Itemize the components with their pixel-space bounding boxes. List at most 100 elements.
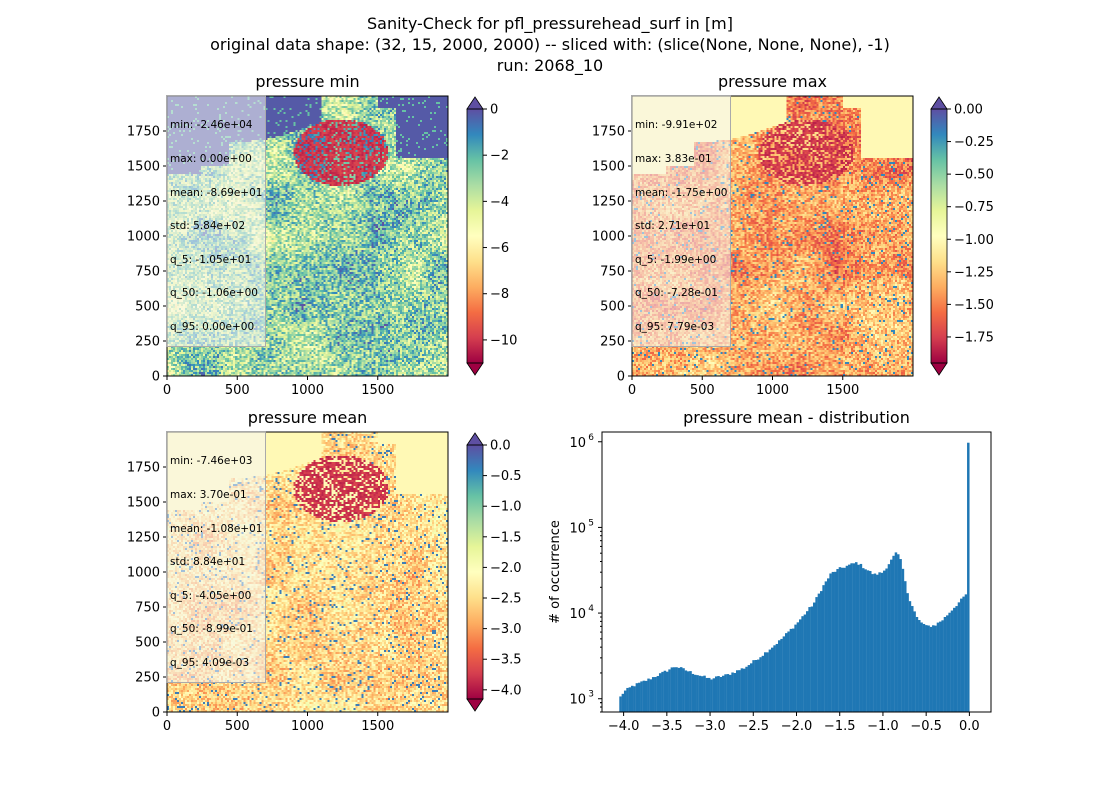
histogram-bar — [738, 670, 741, 712]
histogram-bar — [707, 677, 711, 712]
histogram-bar — [698, 675, 702, 712]
histogram-bar — [637, 682, 641, 712]
pressure-max-ytick-label: 750 — [600, 265, 625, 280]
stat-std: std: 5.84e+02 — [170, 220, 246, 233]
panel-title-pressure-mean: pressure mean — [247, 408, 368, 427]
pressure-mean-colorbar-tick-label: −1.0 — [490, 500, 522, 515]
pressure-min-colorbar-tick-label: −4 — [490, 195, 509, 210]
histogram-bar — [964, 594, 968, 712]
histogram-bar — [838, 567, 842, 712]
histogram-bar — [913, 611, 916, 712]
histogram-bar — [649, 679, 653, 712]
histogram-bar — [691, 673, 695, 712]
pressure-min-xtick-label: 500 — [225, 383, 250, 398]
histogram-bar — [684, 670, 688, 712]
pressure-min-ytick-label: 750 — [135, 265, 160, 280]
pressure-max-ytick-label: 250 — [600, 335, 625, 350]
histogram-bar — [810, 606, 814, 712]
histogram-bar — [644, 680, 648, 712]
histogram-bar — [647, 678, 650, 712]
pressure-max-xtick-label: 500 — [690, 383, 715, 398]
histogram-bar — [677, 667, 681, 712]
histogram-bar — [946, 615, 949, 712]
pressure-mean-xtick-label: 0 — [163, 719, 171, 734]
pressure-mean-ytick-label: 750 — [135, 601, 160, 616]
stat-min: min: -9.91e+02 — [635, 119, 718, 132]
pressure-mean-colorbar-tick-label: −2.5 — [490, 592, 522, 607]
pressure-min-colorbar-arrow-top — [466, 96, 484, 110]
pressure-max-colorbar-tick-label: −1.75 — [954, 330, 994, 345]
histogram-bar — [850, 563, 853, 712]
histogram-bar — [932, 625, 935, 712]
pressure-mean-ytick-label: 0 — [152, 706, 160, 721]
distribution-ytick-exponent: 4 — [588, 604, 594, 614]
stat-min: min: -7.46e+03 — [170, 455, 253, 468]
histogram-bar — [796, 622, 800, 712]
histogram-bar — [621, 693, 625, 712]
histogram-bar — [689, 671, 692, 712]
distribution-xtick-label: −0.5 — [910, 719, 942, 734]
histogram-bar — [773, 645, 776, 712]
histogram-bar — [682, 668, 685, 712]
histogram-bar — [880, 572, 884, 712]
histogram-bar — [775, 643, 779, 712]
pressure-min-colorbar — [467, 109, 483, 363]
histogram-bar — [658, 673, 662, 712]
histogram-bar — [915, 616, 919, 712]
pressure-mean-colorbar-arrow-top — [466, 432, 484, 446]
histogram-bar — [899, 559, 902, 712]
histogram-bar — [950, 610, 954, 712]
distribution-xtick-label: −2.0 — [781, 719, 813, 734]
histogram-bar — [827, 578, 830, 712]
histogram-bar — [836, 569, 839, 712]
pressure-max-colorbar — [931, 109, 947, 363]
stats-box-pressure-mean: min: -7.46e+03 max: 3.70e-01 mean: -1.08… — [166, 431, 267, 684]
histogram-bar — [700, 676, 704, 712]
distribution-xtick-label: −1.0 — [867, 719, 899, 734]
histogram-bar — [901, 568, 905, 712]
pressure-mean-colorbar-tick-label: 0.0 — [490, 439, 511, 454]
distribution-xtick-label: −3.0 — [694, 719, 726, 734]
pressure-max-colorbar-tick-label: −1.00 — [954, 233, 994, 248]
pressure-min-ytick-label: 500 — [135, 300, 160, 315]
histogram-bar — [806, 611, 809, 712]
pressure-min-ytick-label: 1000 — [127, 230, 160, 245]
histogram-bar — [967, 442, 970, 712]
histogram-bar — [927, 625, 930, 712]
histogram-bar — [925, 625, 928, 712]
histogram-bar — [742, 668, 746, 712]
pressure-mean-colorbar-frame — [466, 444, 484, 700]
histogram-bar — [787, 631, 790, 712]
pressure-mean-colorbar-tick-label: −0.5 — [490, 469, 522, 484]
pressure-max-colorbar-tick-label: −1.50 — [954, 298, 994, 313]
histogram-bar — [789, 628, 793, 712]
pressure-min-ytick-label: 1500 — [127, 160, 160, 175]
histogram-bar — [628, 687, 632, 712]
distribution-ytick-label: 10 — [569, 436, 586, 451]
histogram-bar — [876, 574, 879, 712]
histogram-bar — [721, 675, 725, 712]
distribution-xtick-label: −4.0 — [608, 719, 640, 734]
pressure-mean-ytick-label: 1000 — [127, 566, 160, 581]
pressure-min-colorbar-tick-label: −6 — [490, 241, 509, 256]
distribution-xtick-label: 0.0 — [959, 719, 980, 734]
histogram-bar — [728, 674, 732, 712]
pressure-max-ytick-label: 1500 — [592, 160, 625, 175]
histogram-bar — [859, 563, 863, 712]
stat-q50: q_50: -8.99e-01 — [170, 623, 253, 636]
pressure-max-colorbar-tick-label: −0.50 — [954, 168, 994, 183]
pressure-min-ytick-label: 250 — [135, 335, 160, 350]
histogram-bar — [693, 674, 697, 712]
histogram-bar — [890, 559, 893, 712]
histogram-bar — [939, 621, 942, 712]
histogram-bar — [672, 667, 676, 712]
histogram-bar — [862, 568, 865, 712]
histogram-bar — [654, 677, 657, 712]
histogram-bar — [626, 687, 629, 712]
histogram-bar — [670, 667, 674, 712]
pressure-mean-xtick-label: 500 — [225, 719, 250, 734]
histogram-bar — [934, 625, 937, 712]
pressure-mean-ytick-label: 250 — [135, 671, 160, 686]
histogram-bar — [885, 568, 888, 712]
